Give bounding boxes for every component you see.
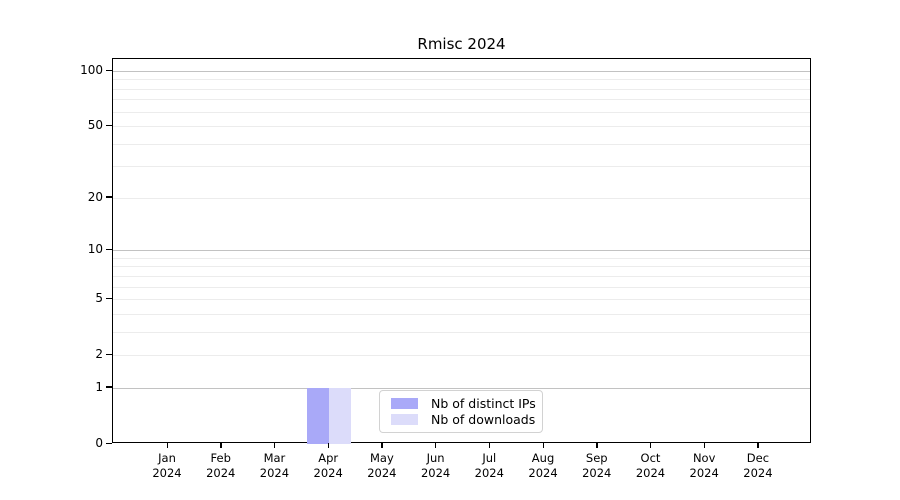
x-tick-label: Mar 2024 xyxy=(259,451,290,480)
bar-nb-of-distinct-ips xyxy=(307,387,330,444)
y-tick-mark xyxy=(106,124,112,127)
y-tick-label: 0 xyxy=(95,436,103,450)
x-tick-mark xyxy=(542,443,544,448)
plot-area: Nb of distinct IPs Nb of downloads xyxy=(112,58,811,444)
gridline-minor xyxy=(113,88,810,90)
x-tick-label: Sep 2024 xyxy=(582,451,612,480)
y-tick-mark xyxy=(106,353,112,355)
gridline-major xyxy=(113,71,810,72)
gridline-minor xyxy=(113,197,810,199)
x-tick-mark xyxy=(166,443,168,448)
gridline-minor xyxy=(113,299,810,301)
gridline-minor xyxy=(113,126,810,128)
legend-label: Nb of distinct IPs xyxy=(431,396,536,412)
y-tick-label: 10 xyxy=(87,242,103,257)
gridline-major xyxy=(113,250,810,252)
y-tick-mark xyxy=(106,69,112,71)
y-tick-mark xyxy=(106,442,112,444)
y-tick-mark xyxy=(106,248,112,250)
x-tick-label: Feb 2024 xyxy=(206,451,236,480)
x-tick-label: Oct 2024 xyxy=(635,451,666,480)
bar-nb-of-downloads xyxy=(329,387,352,444)
x-tick-label: Jan 2024 xyxy=(152,451,182,480)
gridline-minor xyxy=(113,257,810,259)
gridline-minor xyxy=(113,143,810,145)
chart-title: Rmisc 2024 xyxy=(417,35,506,53)
y-tick-mark xyxy=(106,196,112,198)
x-tick-label: Jun 2024 xyxy=(420,451,451,480)
gridline-minor xyxy=(113,111,810,113)
y-tick-label: 1 xyxy=(95,379,103,394)
y-tick-mark xyxy=(106,297,112,299)
x-tick-mark xyxy=(327,443,329,448)
legend-swatch xyxy=(391,398,418,410)
x-tick-mark xyxy=(381,443,383,448)
x-tick-mark xyxy=(220,443,222,448)
x-tick-mark xyxy=(649,443,652,448)
y-tick-mark xyxy=(106,386,112,388)
legend: Nb of distinct IPs Nb of downloads xyxy=(379,390,543,433)
gridline-minor xyxy=(113,275,810,277)
x-tick-label: Jul 2024 xyxy=(474,451,504,480)
x-tick-mark xyxy=(596,443,598,448)
legend-swatch xyxy=(391,413,418,425)
x-tick-mark xyxy=(757,443,759,448)
gridline-minor xyxy=(113,166,810,168)
gridline-major xyxy=(113,387,810,389)
gridline-minor xyxy=(113,331,810,333)
x-tick-mark xyxy=(273,443,276,448)
x-tick-label: Aug 2024 xyxy=(528,451,558,480)
gridline-minor xyxy=(113,79,810,81)
x-tick-mark xyxy=(488,443,491,448)
x-tick-label: Nov 2024 xyxy=(689,451,719,480)
y-tick-label: 5 xyxy=(95,291,103,306)
legend-label: Nb of downloads xyxy=(431,411,536,427)
gridline-minor xyxy=(113,286,810,288)
y-tick-label: 2 xyxy=(95,347,103,362)
y-tick-label: 20 xyxy=(87,189,103,204)
legend-item: Nb of distinct IPs xyxy=(387,396,536,412)
x-tick-label: Apr 2024 xyxy=(313,451,343,480)
y-tick-label: 100 xyxy=(80,63,103,77)
legend-item: Nb of downloads xyxy=(387,412,535,428)
gridline-minor xyxy=(113,313,810,315)
x-tick-label: Dec 2024 xyxy=(743,451,773,480)
y-tick-label: 50 xyxy=(87,118,103,133)
x-tick-mark xyxy=(435,443,437,448)
gridline-minor xyxy=(113,99,810,101)
gridline-minor xyxy=(113,266,810,268)
x-tick-label: May 2024 xyxy=(367,451,397,480)
x-tick-mark xyxy=(703,443,705,448)
gridline-minor xyxy=(113,355,810,357)
